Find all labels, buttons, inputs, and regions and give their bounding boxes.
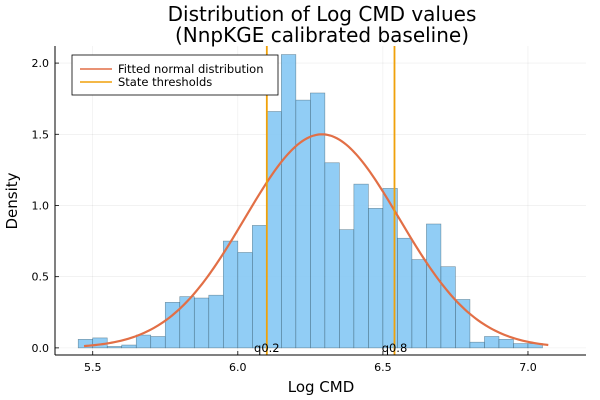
x-axis-label: Log CMD (288, 378, 355, 396)
histogram-bar (121, 344, 137, 349)
x-tick-label: 7.0 (519, 361, 537, 374)
histogram-bar (164, 302, 181, 349)
chart-title-line-1: Distribution of Log CMD values (168, 2, 477, 26)
x-tick-label: 6.0 (229, 361, 247, 374)
fitted-normal-curve (83, 133, 549, 348)
histogram-bar (469, 341, 485, 349)
histogram-bar (498, 339, 514, 349)
histogram-bar (281, 54, 297, 349)
histogram-bar (208, 294, 224, 349)
x-tick-label: 5.5 (84, 361, 102, 374)
x-tick-label: 6.5 (374, 361, 392, 374)
histogram-bar (237, 252, 253, 349)
chart-title-line-2: (NnpKGE calibrated baseline) (175, 23, 469, 47)
y-tick-label: 0.0 (32, 342, 50, 355)
histogram-bar (106, 346, 123, 349)
histogram-bar (179, 296, 195, 349)
legend-box (71, 54, 279, 96)
threshold-lines: q0.2 q0.8 (254, 46, 407, 355)
histogram-bar (484, 336, 500, 349)
axes (54, 46, 586, 356)
histogram-bar (353, 183, 369, 349)
histogram-bar (266, 111, 282, 349)
y-axis-label: Density (3, 172, 21, 229)
histogram-bar (252, 225, 268, 349)
legend-entry-label: State thresholds (118, 75, 212, 89)
threshold-label: q0.2 (254, 341, 280, 355)
fitted-normal-curve-group (83, 133, 549, 348)
histogram-bar (135, 334, 152, 349)
histogram-bar (310, 92, 326, 349)
histogram-bar (426, 223, 442, 349)
histogram-bar (193, 297, 210, 349)
histogram-bar (440, 266, 456, 349)
histogram-bar (339, 229, 355, 349)
chart-title: Distribution of Log CMD values (NnpKGE c… (168, 2, 477, 47)
histogram-bar (150, 336, 166, 349)
histogram-bars (77, 54, 543, 349)
y-tick-label: 0.5 (32, 271, 50, 284)
threshold-label: q0.8 (382, 341, 408, 355)
histogram-bar (222, 240, 239, 349)
legend-entry-label: Fitted normal distribution (118, 62, 264, 76)
histogram-bar (397, 237, 413, 349)
y-tick-label: 2.0 (32, 57, 50, 70)
tick-labels: 5.5 6.0 6.5 7.0 0.0 0.5 1.0 1.5 2.0 (32, 57, 537, 374)
y-tick-label: 1.5 (32, 128, 50, 141)
histogram-bar (368, 208, 384, 349)
y-tick-label: 1.0 (32, 199, 50, 212)
histogram-bar (324, 162, 340, 349)
histogram-bar (513, 343, 529, 349)
histogram-bar (411, 259, 427, 349)
